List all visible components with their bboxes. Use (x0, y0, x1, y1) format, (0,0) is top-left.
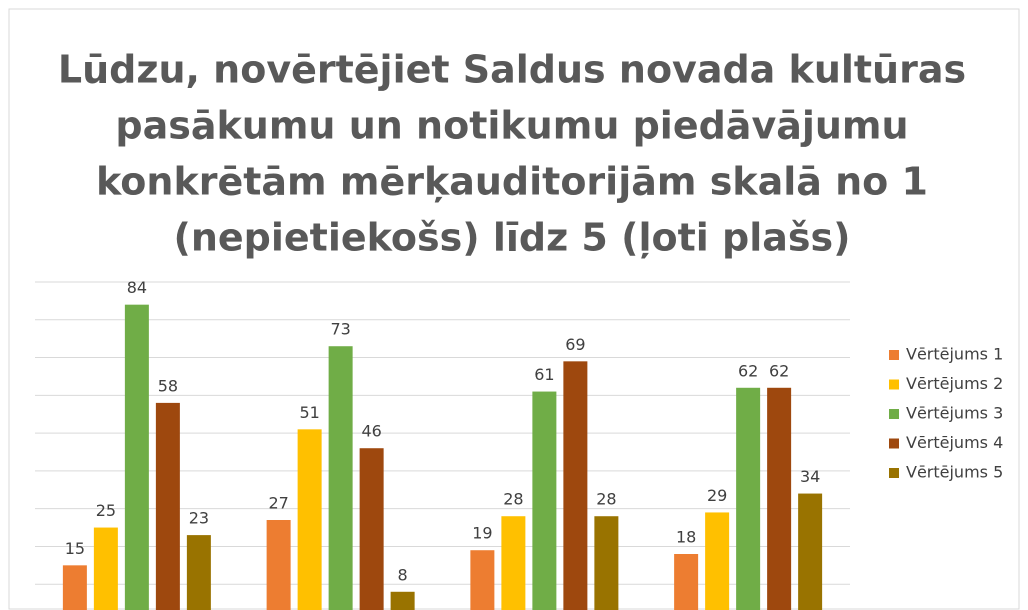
chart-title: konkrētām mērķauditorijām skalā no 1 (96, 160, 928, 204)
legend-swatch (889, 468, 899, 478)
bar (390, 591, 415, 610)
data-label: 8 (398, 565, 408, 584)
data-label: 23 (189, 509, 209, 528)
data-label: 28 (596, 490, 616, 509)
bar (124, 304, 149, 610)
data-label: 46 (361, 422, 381, 441)
data-label: 25 (96, 501, 116, 520)
bar (62, 565, 87, 610)
data-label: 27 (268, 494, 288, 513)
bar (328, 346, 353, 610)
data-label: 34 (800, 467, 820, 486)
data-label: 69 (565, 335, 585, 354)
legend-label: Vērtējums 5 (906, 463, 1003, 482)
chart-title: Lūdzu, novērtējiet Saldus novada kultūra… (58, 48, 966, 92)
bar (93, 527, 118, 610)
legend-swatch (889, 409, 899, 419)
chart-title: (nepietiekošs) līdz 5 (ļoti plašs) (173, 216, 850, 260)
bar (297, 429, 322, 610)
legend-label: Vērtējums 3 (906, 404, 1003, 423)
data-label: 18 (676, 528, 696, 547)
legend-swatch (889, 379, 899, 390)
legend-swatch (889, 438, 899, 449)
bar (501, 516, 526, 610)
bar (798, 493, 823, 610)
bar (594, 516, 619, 610)
chart-title: pasākumu un notikumu piedāvājumu (115, 104, 908, 148)
bar (705, 512, 730, 610)
data-label: 73 (330, 320, 350, 339)
bar (470, 550, 495, 610)
legend-label: Vērtējums 4 (906, 433, 1003, 452)
data-label: 61 (534, 365, 554, 384)
bar (674, 554, 699, 610)
data-label: 62 (738, 361, 758, 380)
data-label: 29 (707, 486, 727, 505)
bar (266, 520, 291, 610)
data-label: 28 (503, 490, 523, 509)
legend-label: Vērtējums 2 (906, 374, 1003, 393)
legend-label: Vērtējums 1 (906, 345, 1003, 364)
bar (359, 448, 384, 610)
data-label: 62 (769, 361, 789, 380)
bar (186, 535, 211, 610)
bar (736, 387, 761, 610)
bar (767, 387, 792, 610)
data-label: 15 (65, 539, 85, 558)
bar (563, 361, 588, 610)
bar (532, 391, 557, 610)
data-label: 58 (158, 376, 178, 395)
data-label: 84 (127, 278, 147, 297)
legend-swatch (889, 350, 899, 360)
bar (155, 402, 180, 610)
data-label: 19 (472, 524, 492, 543)
data-label: 51 (299, 403, 319, 422)
